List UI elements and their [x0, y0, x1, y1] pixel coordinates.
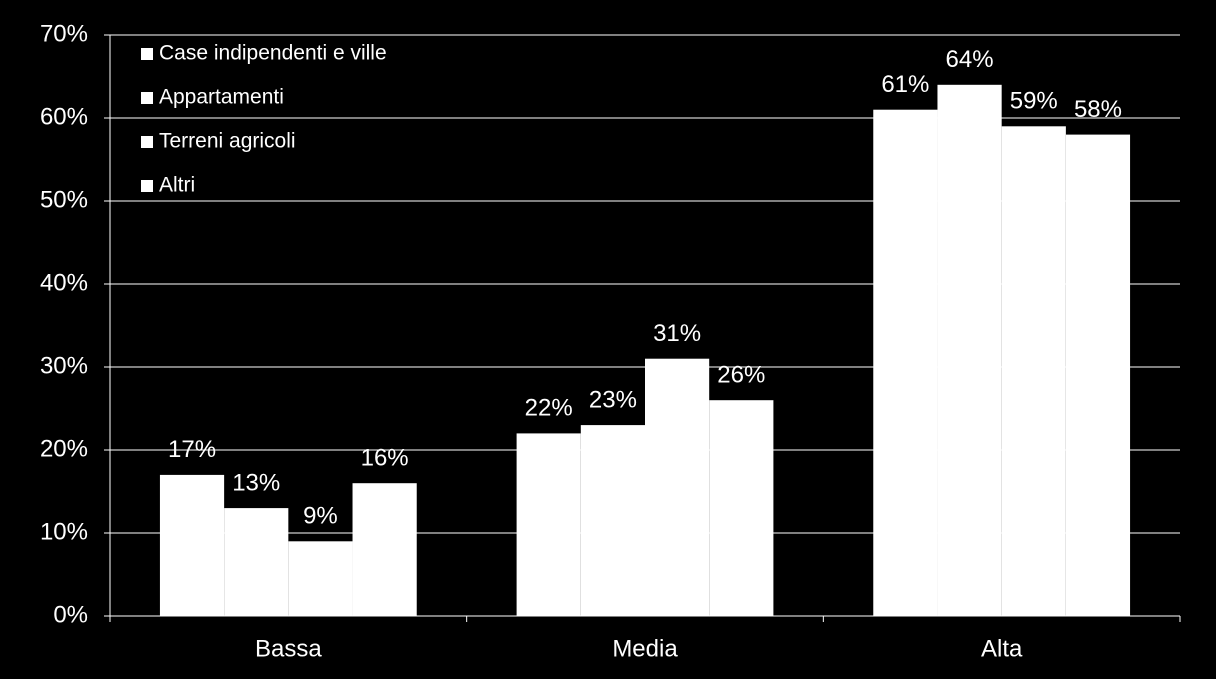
bar [224, 508, 289, 616]
data-label: 31% [653, 320, 701, 347]
bar [709, 400, 774, 616]
data-label: 59% [1010, 88, 1058, 115]
bar [516, 433, 581, 616]
data-label: 9% [303, 503, 338, 530]
y-tick-label: 0% [53, 601, 88, 628]
x-tick-label: Bassa [255, 635, 322, 662]
legend-label: Terreni agricoli [159, 130, 296, 153]
bar [873, 109, 938, 616]
data-label: 13% [232, 469, 280, 496]
y-tick-label: 40% [40, 269, 88, 296]
data-label: 23% [589, 386, 637, 413]
data-label: 61% [881, 71, 929, 98]
data-label: 58% [1074, 96, 1122, 123]
x-tick-label: Alta [981, 635, 1023, 662]
legend-swatch [141, 48, 153, 60]
data-label: 16% [361, 445, 409, 472]
y-tick-label: 60% [40, 103, 88, 130]
bar [1001, 126, 1066, 617]
y-tick-label: 50% [40, 186, 88, 213]
legend-swatch [141, 136, 153, 148]
data-label: 26% [717, 362, 765, 389]
data-label: 17% [168, 436, 216, 463]
y-tick-label: 10% [40, 518, 88, 545]
y-tick-label: 70% [40, 20, 88, 47]
bar [1065, 134, 1131, 616]
legend-label: Case indipendenti e ville [159, 42, 387, 65]
bar [159, 474, 225, 616]
legend-label: Appartamenti [159, 86, 284, 109]
legend-swatch [141, 92, 153, 104]
legend-label: Altri [159, 174, 195, 197]
bar [288, 541, 353, 616]
x-tick-label: Media [612, 635, 678, 662]
data-label: 22% [525, 395, 573, 422]
bar [645, 358, 710, 616]
bar [937, 84, 1002, 617]
bar [580, 425, 645, 616]
legend-swatch [141, 180, 153, 192]
data-label: 64% [946, 46, 994, 73]
y-tick-label: 20% [40, 435, 88, 462]
y-tick-label: 30% [40, 352, 88, 379]
bar [352, 483, 417, 616]
